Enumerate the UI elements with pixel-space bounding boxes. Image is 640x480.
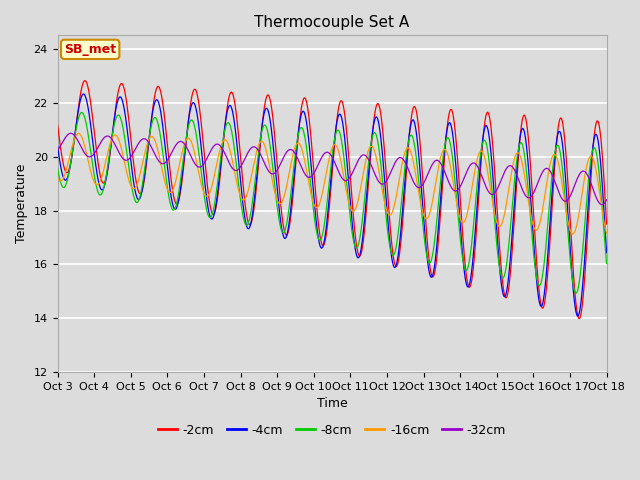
Y-axis label: Temperature: Temperature	[15, 164, 28, 243]
Legend: -2cm, -4cm, -8cm, -16cm, -32cm: -2cm, -4cm, -8cm, -16cm, -32cm	[153, 419, 511, 442]
X-axis label: Time: Time	[317, 397, 348, 410]
Text: SB_met: SB_met	[64, 43, 116, 56]
Title: Thermocouple Set A: Thermocouple Set A	[255, 15, 410, 30]
